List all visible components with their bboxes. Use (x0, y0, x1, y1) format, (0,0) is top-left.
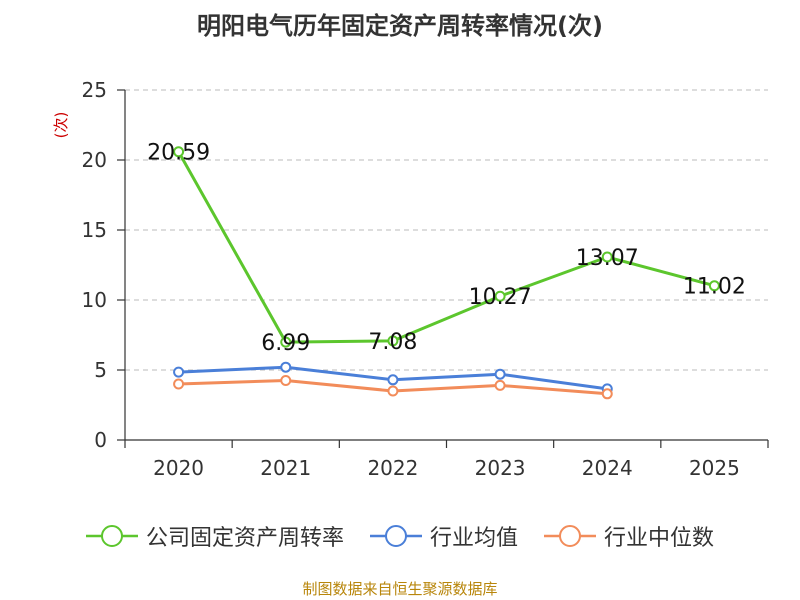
data-label: 6.99 (261, 331, 310, 356)
data-label: 10.27 (469, 285, 532, 310)
data-point (494, 290, 506, 302)
data-point (387, 374, 399, 386)
data-label: 7.08 (368, 330, 417, 355)
legend: 公司固定资产周转率 行业均值 行业中位数 (0, 518, 800, 554)
chart-title: 明阳电气历年固定资产周转率情况(次) (197, 12, 603, 40)
x-tick-label: 2020 (153, 456, 204, 480)
legend-swatch-industry-median (544, 525, 596, 547)
legend-label-industry-median: 行业中位数 (604, 526, 715, 551)
data-point (601, 388, 613, 400)
data-point (280, 336, 292, 348)
data-point (387, 385, 399, 397)
legend-swatch-company (85, 525, 138, 547)
legend-item-company[interactable]: 公司固定资产周转率 (85, 520, 344, 552)
data-point (708, 280, 720, 292)
y-tick-label: 15 (82, 218, 107, 242)
y-tick-label: 20 (82, 148, 107, 172)
data-point (173, 146, 185, 158)
legend-item-industry-median[interactable]: 行业中位数 (544, 520, 714, 552)
legend-label-industry-mean: 行业均值 (429, 526, 518, 551)
data-label: 11.02 (683, 275, 746, 300)
data-point (173, 378, 185, 390)
legend-item-industry-mean[interactable]: 行业均值 (369, 520, 518, 552)
x-tick-label: 2024 (582, 456, 633, 480)
legend-swatch-industry-mean (369, 525, 422, 547)
data-point (280, 375, 292, 386)
legend-label-company: 公司固定资产周转率 (145, 526, 344, 551)
x-tick-label: 2022 (367, 456, 418, 480)
y-tick-label: 10 (82, 288, 107, 312)
data-point (494, 368, 506, 380)
data-label: 20.59 (147, 141, 210, 166)
x-tick-label: 2025 (689, 456, 740, 480)
x-tick-label: 2021 (260, 456, 311, 480)
data-point (494, 379, 506, 391)
data-point (173, 366, 185, 378)
data-label: 13.07 (576, 246, 639, 271)
y-axis-label: (次) (52, 112, 70, 139)
data-point (387, 335, 399, 347)
y-tick-label: 5 (94, 358, 107, 382)
x-tick-label: 2023 (475, 456, 526, 480)
series-line-0 (177, 151, 715, 344)
y-tick-label: 25 (82, 78, 107, 102)
y-tick-label: 0 (94, 428, 107, 452)
source-note: 制图数据来自恒生聚源数据库 (302, 580, 498, 598)
data-point (280, 361, 292, 373)
data-point (601, 251, 613, 263)
